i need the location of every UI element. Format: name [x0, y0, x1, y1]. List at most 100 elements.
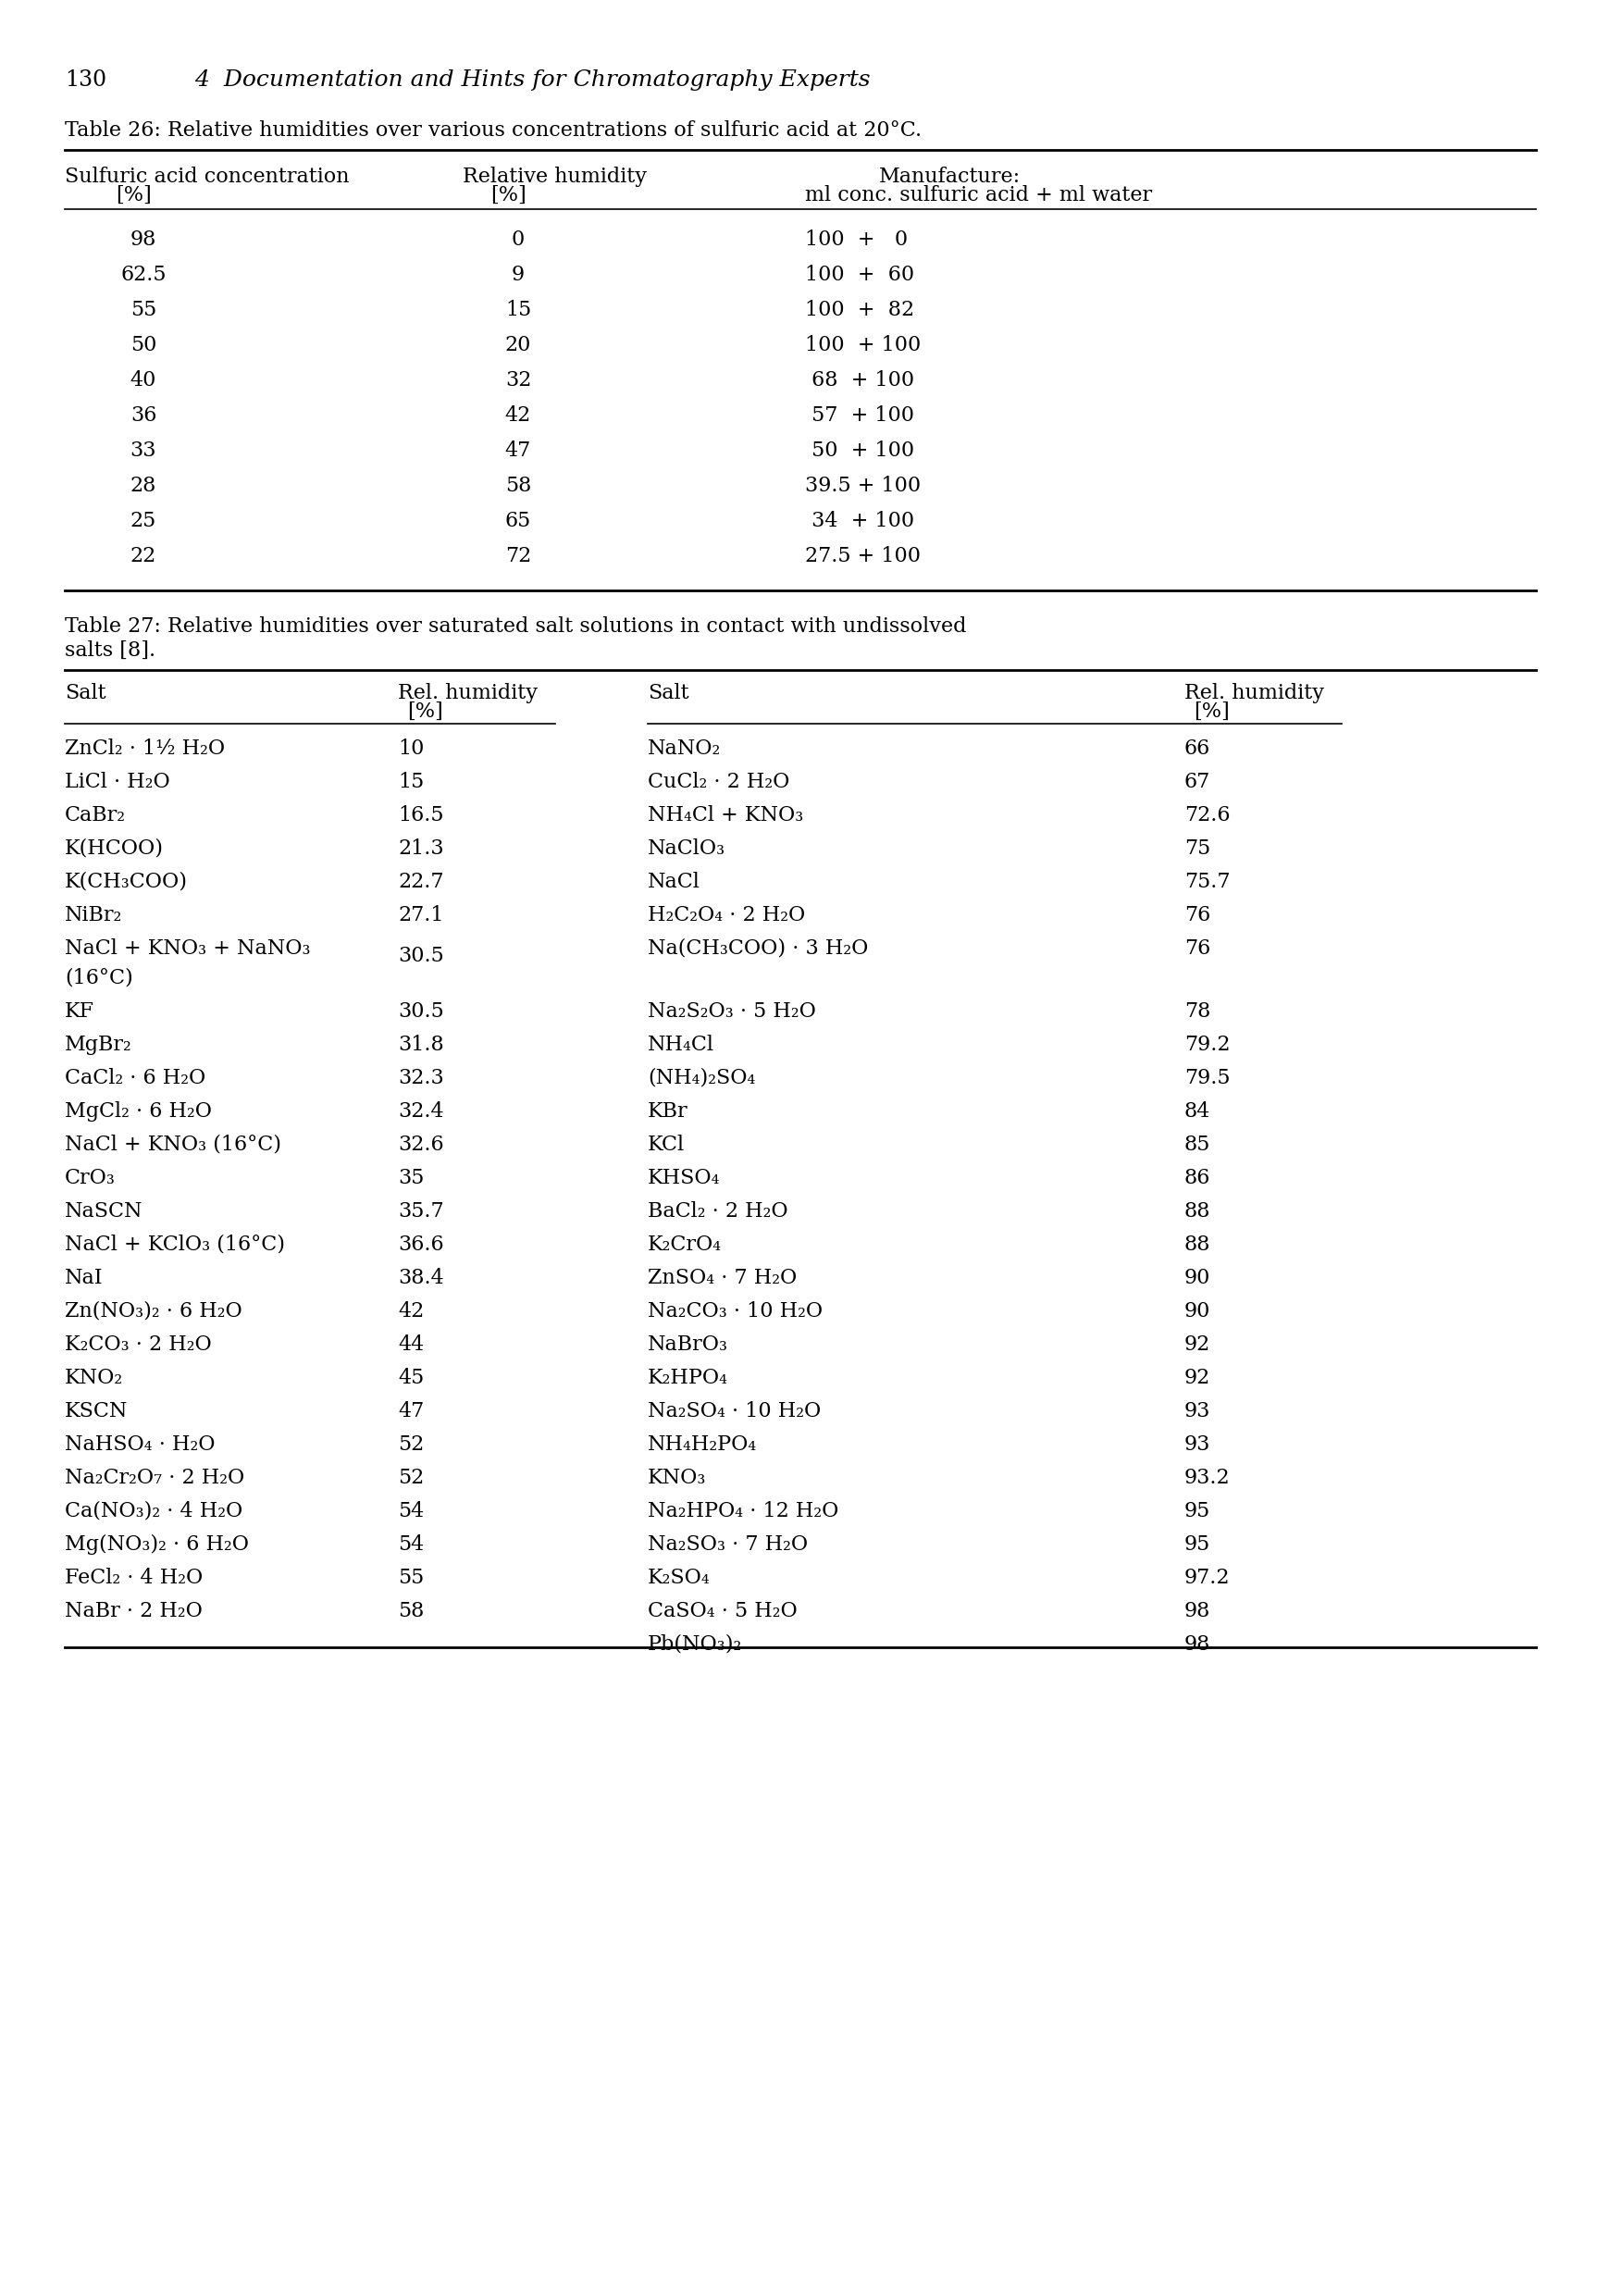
- Text: 65: 65: [505, 510, 531, 530]
- Text: 39.5 + 100: 39.5 + 100: [805, 475, 920, 496]
- Text: 44: 44: [398, 1334, 423, 1355]
- Text: [%]: [%]: [115, 186, 152, 204]
- Text: K₂CrO₄: K₂CrO₄: [647, 1235, 722, 1256]
- Text: [%]: [%]: [1194, 703, 1229, 721]
- Text: 79.5: 79.5: [1184, 1068, 1230, 1088]
- Text: 21.3: 21.3: [398, 838, 444, 859]
- Text: CaCl₂ · 6 H₂O: CaCl₂ · 6 H₂O: [66, 1068, 206, 1088]
- Text: NaI: NaI: [66, 1267, 104, 1288]
- Text: 35: 35: [398, 1169, 423, 1189]
- Text: Zn(NO₃)₂ · 6 H₂O: Zn(NO₃)₂ · 6 H₂O: [66, 1302, 243, 1322]
- Text: Pb(NO₃)₂: Pb(NO₃)₂: [647, 1635, 743, 1655]
- Text: 98: 98: [1184, 1635, 1211, 1655]
- Text: Manufacture:: Manufacture:: [879, 168, 1021, 186]
- Text: 66: 66: [1184, 739, 1211, 760]
- Text: [%]: [%]: [407, 703, 443, 721]
- Text: 34  + 100: 34 + 100: [805, 510, 914, 530]
- Text: K(CH₃COO): K(CH₃COO): [66, 872, 189, 893]
- Text: 57  + 100: 57 + 100: [805, 406, 914, 425]
- Text: KCl: KCl: [647, 1134, 686, 1155]
- Text: 68  + 100: 68 + 100: [805, 370, 914, 390]
- Text: Mg(NO₃)₂ · 6 H₂O: Mg(NO₃)₂ · 6 H₂O: [66, 1534, 249, 1554]
- Text: NaCl + KNO₃ (16°C): NaCl + KNO₃ (16°C): [66, 1134, 281, 1155]
- Text: 76: 76: [1184, 905, 1211, 925]
- Text: 95: 95: [1184, 1502, 1211, 1522]
- Text: FeCl₂ · 4 H₂O: FeCl₂ · 4 H₂O: [66, 1568, 203, 1589]
- Text: 55: 55: [398, 1568, 423, 1589]
- Text: 0: 0: [511, 230, 524, 250]
- Text: 93: 93: [1184, 1401, 1211, 1421]
- Text: (16°C): (16°C): [66, 969, 133, 987]
- Text: 22.7: 22.7: [398, 872, 444, 893]
- Text: NaBr · 2 H₂O: NaBr · 2 H₂O: [66, 1600, 203, 1621]
- Text: KHSO₄: KHSO₄: [647, 1169, 721, 1189]
- Text: 93: 93: [1184, 1435, 1211, 1456]
- Text: 10: 10: [398, 739, 423, 760]
- Text: Table 27: Relative humidities over saturated salt solutions in contact with undi: Table 27: Relative humidities over satur…: [66, 615, 967, 636]
- Text: Rel. humidity: Rel. humidity: [1184, 682, 1325, 703]
- Text: 28: 28: [131, 475, 157, 496]
- Text: NaNO₂: NaNO₂: [647, 739, 721, 760]
- Text: 88: 88: [1184, 1201, 1211, 1221]
- Text: 62.5: 62.5: [120, 264, 166, 285]
- Text: [%]: [%]: [491, 186, 526, 204]
- Text: 45: 45: [398, 1368, 423, 1389]
- Text: salts [8].: salts [8].: [66, 641, 155, 661]
- Text: 33: 33: [129, 441, 157, 461]
- Text: ml conc. sulfuric acid + ml water: ml conc. sulfuric acid + ml water: [805, 186, 1152, 204]
- Text: Ca(NO₃)₂ · 4 H₂O: Ca(NO₃)₂ · 4 H₂O: [66, 1502, 243, 1522]
- Text: CaBr₂: CaBr₂: [66, 806, 126, 827]
- Text: K₂SO₄: K₂SO₄: [647, 1568, 711, 1589]
- Text: 27.1: 27.1: [398, 905, 444, 925]
- Text: Rel. humidity: Rel. humidity: [398, 682, 537, 703]
- Text: CrO₃: CrO₃: [66, 1169, 115, 1189]
- Text: 32.3: 32.3: [398, 1068, 444, 1088]
- Text: 75.7: 75.7: [1184, 872, 1230, 893]
- Text: Na₂SO₄ · 10 H₂O: Na₂SO₄ · 10 H₂O: [647, 1401, 821, 1421]
- Text: Na(CH₃COO) · 3 H₂O: Na(CH₃COO) · 3 H₂O: [647, 939, 868, 960]
- Text: 100  +  60: 100 + 60: [805, 264, 914, 285]
- Text: Sulfuric acid concentration: Sulfuric acid concentration: [66, 168, 350, 186]
- Text: Na₂HPO₄ · 12 H₂O: Na₂HPO₄ · 12 H₂O: [647, 1502, 839, 1522]
- Text: ZnSO₄ · 7 H₂O: ZnSO₄ · 7 H₂O: [647, 1267, 797, 1288]
- Text: KF: KF: [66, 1001, 94, 1022]
- Text: NaClO₃: NaClO₃: [647, 838, 725, 859]
- Text: 79.2: 79.2: [1184, 1035, 1230, 1054]
- Text: 92: 92: [1184, 1334, 1211, 1355]
- Text: 9: 9: [511, 264, 524, 285]
- Text: 32.6: 32.6: [398, 1134, 444, 1155]
- Text: MgCl₂ · 6 H₂O: MgCl₂ · 6 H₂O: [66, 1102, 213, 1123]
- Text: 98: 98: [131, 230, 157, 250]
- Text: 38.4: 38.4: [398, 1267, 444, 1288]
- Text: KSCN: KSCN: [66, 1401, 128, 1421]
- Text: NaCl + KClO₃ (16°C): NaCl + KClO₃ (16°C): [66, 1235, 284, 1256]
- Text: Salt: Salt: [647, 682, 689, 703]
- Text: 25: 25: [131, 510, 157, 530]
- Text: CaSO₄ · 5 H₂O: CaSO₄ · 5 H₂O: [647, 1600, 797, 1621]
- Text: 47: 47: [398, 1401, 423, 1421]
- Text: 97.2: 97.2: [1184, 1568, 1230, 1589]
- Text: 47: 47: [505, 441, 531, 461]
- Text: Relative humidity: Relative humidity: [463, 168, 647, 186]
- Text: K₂HPO₄: K₂HPO₄: [647, 1368, 729, 1389]
- Text: 100  +  82: 100 + 82: [805, 301, 914, 319]
- Text: 32.4: 32.4: [398, 1102, 444, 1123]
- Text: MgBr₂: MgBr₂: [66, 1035, 133, 1054]
- Text: 72.6: 72.6: [1184, 806, 1230, 827]
- Text: 86: 86: [1184, 1169, 1211, 1189]
- Text: CuCl₂ · 2 H₂O: CuCl₂ · 2 H₂O: [647, 771, 789, 792]
- Text: 84: 84: [1184, 1102, 1211, 1123]
- Text: NH₄Cl: NH₄Cl: [647, 1035, 714, 1054]
- Text: Na₂S₂O₃ · 5 H₂O: Na₂S₂O₃ · 5 H₂O: [647, 1001, 817, 1022]
- Text: 100  +   0: 100 + 0: [805, 230, 908, 250]
- Text: 90: 90: [1184, 1302, 1211, 1322]
- Text: NaCl: NaCl: [647, 872, 700, 893]
- Text: Salt: Salt: [66, 682, 105, 703]
- Text: 98: 98: [1184, 1600, 1211, 1621]
- Text: 31.8: 31.8: [398, 1035, 444, 1054]
- Text: 78: 78: [1184, 1001, 1211, 1022]
- Text: NaCl + KNO₃ + NaNO₃: NaCl + KNO₃ + NaNO₃: [66, 939, 310, 960]
- Text: NaSCN: NaSCN: [66, 1201, 142, 1221]
- Text: 72: 72: [505, 546, 531, 567]
- Text: K(HCOO): K(HCOO): [66, 838, 163, 859]
